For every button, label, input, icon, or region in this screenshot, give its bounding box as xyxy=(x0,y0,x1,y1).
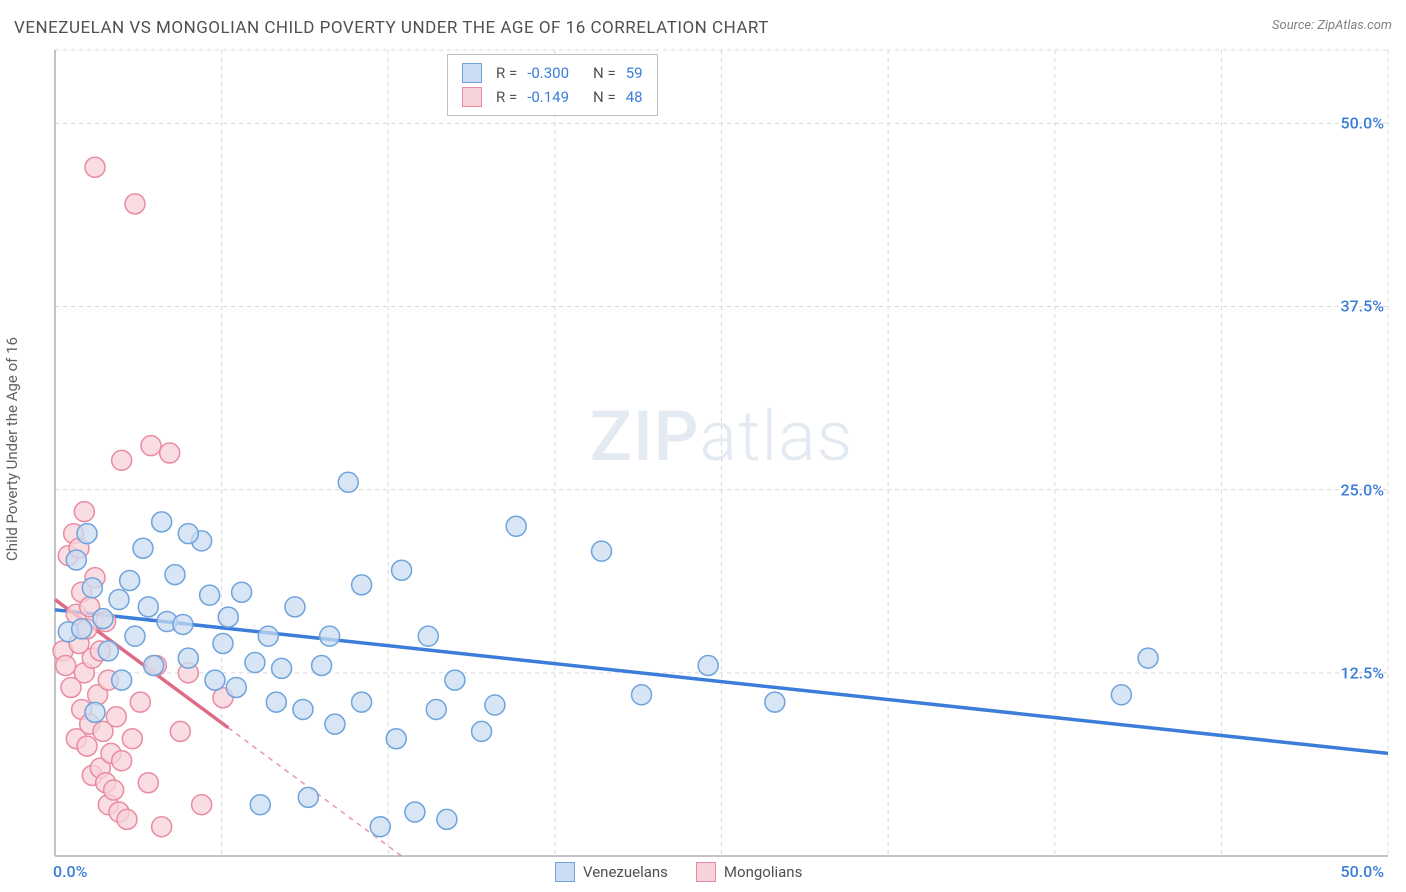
stat-r-value: -0.300 xyxy=(527,61,569,85)
stat-r-label: R = xyxy=(496,85,517,109)
y-tick-label: 12.5% xyxy=(1340,663,1384,682)
scatter-chart xyxy=(55,50,1388,856)
stat-r-value: -0.149 xyxy=(527,85,569,109)
y-tick-label: 25.0% xyxy=(1340,480,1384,499)
y-axis-label: Child Poverty Under the Age of 16 xyxy=(3,337,21,561)
chart-title: VENEZUELAN VS MONGOLIAN CHILD POVERTY UN… xyxy=(14,18,769,38)
legend-swatch xyxy=(462,63,482,83)
series-legend-label: Venezuelans xyxy=(583,863,668,881)
series-legend: Venezuelans Mongolians xyxy=(555,862,802,882)
stats-legend: R = -0.300 N = 59 R = -0.149 N = 48 xyxy=(447,54,658,116)
stats-legend-row: R = -0.300 N = 59 xyxy=(462,61,643,85)
stat-n-label: N = xyxy=(593,85,616,109)
stats-legend-row: R = -0.149 N = 48 xyxy=(462,85,643,109)
chart-area: ZIPatlas xyxy=(55,50,1388,856)
series-legend-label: Mongolians xyxy=(724,863,802,881)
stat-n-label: N = xyxy=(593,61,616,85)
stat-n-value: 59 xyxy=(626,61,643,85)
legend-swatch xyxy=(462,87,482,107)
legend-swatch xyxy=(555,862,575,882)
y-tick-label: 37.5% xyxy=(1340,297,1384,316)
y-tick-label: 50.0% xyxy=(1340,114,1384,133)
source-label: Source: ZipAtlas.com xyxy=(1272,18,1392,33)
series-legend-item: Mongolians xyxy=(696,862,802,882)
stat-n-value: 48 xyxy=(626,85,643,109)
x-tick-label: 0.0% xyxy=(53,862,87,881)
series-legend-item: Venezuelans xyxy=(555,862,668,882)
x-tick-label: 50.0% xyxy=(1340,862,1384,881)
stat-r-label: R = xyxy=(496,61,517,85)
legend-swatch xyxy=(696,862,716,882)
